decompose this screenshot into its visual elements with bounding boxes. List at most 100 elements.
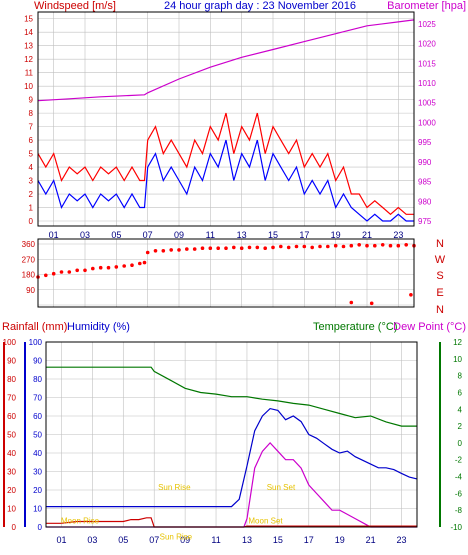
direction-point: [286, 245, 291, 250]
hour-tick-label: 21: [362, 230, 372, 240]
hour-tick-label: 17: [304, 535, 314, 545]
humidity-tick-label: 20: [33, 486, 42, 495]
barometer-tick-label: 985: [418, 178, 432, 187]
direction-point: [380, 243, 385, 247]
direction-point: [114, 265, 119, 269]
humidity-axis-label: Humidity (%): [67, 321, 130, 333]
direction-point: [357, 243, 362, 247]
humidity-tick-label: 50: [33, 431, 42, 440]
direction-point: [373, 243, 377, 248]
temperature-tick-label: -6: [455, 489, 463, 498]
direction-tick-label: 270: [22, 255, 36, 264]
barometer-tick-label: 1020: [418, 40, 436, 49]
rainfall-tick-label: 20: [7, 486, 16, 495]
direction-point: [185, 247, 189, 251]
rainfall-tick-label: 80: [7, 375, 16, 384]
direction-tick-label: 90: [26, 286, 35, 295]
direction-point: [192, 247, 197, 251]
temperature-axis-label: Temperature (°C): [313, 321, 397, 333]
compass-label: W: [435, 254, 446, 266]
series-line-temperature: [46, 366, 417, 427]
rainfall-tick-label: 50: [7, 431, 16, 440]
humidity-tick-label: 100: [29, 338, 43, 347]
direction-point: [208, 246, 213, 250]
series-line-gust: [37, 112, 414, 216]
hour-tick-label: 09: [180, 535, 190, 545]
hour-tick-label: 19: [335, 535, 345, 545]
hour-tick-label: 15: [268, 230, 278, 240]
hour-tick-label: 03: [87, 535, 97, 545]
humidity-tick-label: 40: [33, 449, 42, 458]
hour-tick-label: 05: [118, 535, 128, 545]
barometer-tick-label: 980: [418, 197, 432, 206]
windspeed-tick-label: 11: [25, 69, 34, 78]
panel2-direction-points: [36, 243, 416, 306]
event-annotation: Sun Rise: [158, 483, 191, 492]
event-annotation: Sun Set: [267, 483, 296, 492]
series-line-average: [37, 139, 414, 222]
direction-tick-label: 180: [22, 271, 36, 280]
direction-point: [200, 246, 205, 250]
temperature-tick-label: 2: [458, 422, 463, 431]
panel1-frame: [37, 11, 415, 227]
panel3-annotations: Moon Rise Sun Rise Sun Rise Sun Set Moon Set: [61, 483, 296, 541]
humidity-tick-label: 60: [33, 412, 42, 421]
temperature-tick-label: -8: [455, 506, 463, 515]
barometer-tick-label: 1025: [418, 20, 436, 29]
temperature-tick-label: 4: [458, 405, 463, 414]
rainfall-tick-label: 0: [12, 523, 17, 532]
hour-tick-label: 17: [299, 230, 309, 240]
direction-point: [294, 244, 299, 249]
humidity-tick-label: 0: [38, 523, 43, 532]
hour-tick-label: 07: [143, 230, 153, 240]
direction-point: [98, 265, 103, 270]
hour-tick-label: 19: [331, 230, 341, 240]
humidity-tick-label: 80: [33, 375, 42, 384]
hour-tick-label: 05: [111, 230, 121, 240]
direction-point: [75, 268, 79, 273]
direction-point: [51, 271, 56, 276]
compass-label: E: [436, 287, 443, 299]
rainfall-axis-label: Rainfall (mm): [2, 321, 67, 333]
direction-point: [161, 249, 166, 253]
direction-point: [239, 246, 244, 250]
barometer-axis-label: Barometer [hpa]: [387, 0, 466, 12]
windspeed-tick-label: 12: [24, 55, 33, 64]
panel3-humidity-ticks: 0 10 20 30 40 50 60 70 80 90 100: [29, 338, 43, 532]
direction-point: [279, 244, 283, 249]
panel3-temperature-ticks: -10 -8 -6 -4 -2 0 2 4 6 8 10 12: [450, 338, 462, 532]
direction-point: [333, 243, 338, 248]
temperature-tick-label: -2: [455, 456, 463, 465]
direction-point: [349, 243, 354, 248]
rainfall-tick-label: 60: [7, 412, 16, 421]
panel1-series: [37, 19, 415, 222]
hour-tick-label: 21: [366, 535, 376, 545]
direction-point: [310, 245, 315, 250]
windspeed-axis-label: Windspeed [m/s]: [34, 0, 116, 12]
panel3-series: [46, 366, 418, 528]
temperature-tick-label: 12: [453, 338, 462, 347]
direction-point: [169, 248, 173, 252]
rainfall-tick-label: 70: [7, 394, 16, 403]
direction-point: [59, 270, 64, 274]
temperature-tick-label: -10: [450, 523, 462, 532]
panel2-direction-ticks: 90 180 270 360: [22, 240, 36, 295]
windspeed-tick-label: 10: [24, 82, 33, 91]
direction-point: [388, 243, 393, 248]
windspeed-tick-label: 5: [29, 150, 34, 159]
windspeed-tick-label: 0: [29, 217, 34, 226]
event-annotation: Moon Rise: [61, 516, 100, 525]
panel3-rainfall-ticks: 0 10 20 30 40 50 60 70 80 90 100: [3, 338, 17, 532]
rainfall-tick-label: 40: [7, 449, 16, 458]
hour-tick-label: 23: [397, 535, 407, 545]
rainfall-tick-label: 90: [7, 357, 16, 366]
temperature-tick-label: -4: [455, 473, 463, 482]
panel2-frame: [37, 238, 415, 308]
series-line-humidity: [46, 407, 418, 508]
hour-tick-label: 09: [174, 230, 184, 240]
direction-point: [177, 248, 181, 252]
panel1-hour-ticks: 01 03 05 07 09 11 13 15 17 19 21 23: [49, 230, 404, 240]
rainfall-tick-label: 100: [3, 338, 17, 347]
